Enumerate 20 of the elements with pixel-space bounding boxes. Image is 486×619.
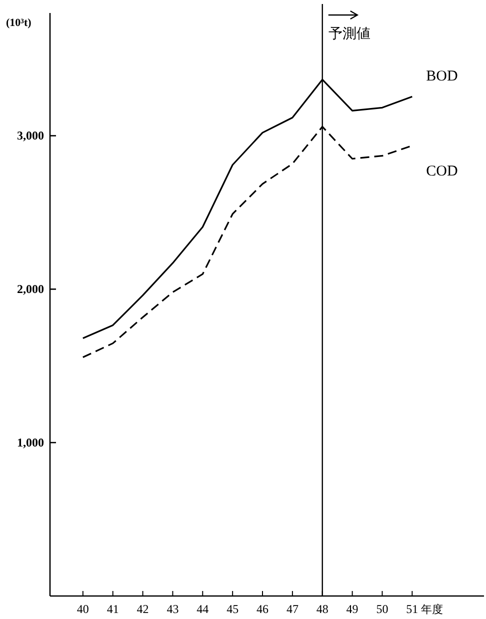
x-tick-label: 42 (136, 602, 149, 616)
series-label: BOD (426, 68, 458, 85)
x-tick-label: 44 (196, 602, 209, 616)
y-tick-label: 3,000 (17, 128, 44, 143)
x-tick-label: 47 (286, 602, 298, 616)
x-tick-label: 46 (256, 602, 269, 616)
y-tick-label: 2,000 (17, 282, 44, 296)
y-axis-title: (10³t) (6, 17, 32, 29)
series-label: COD (426, 164, 458, 180)
x-tick-label: 45 (226, 602, 239, 616)
ref-line-label: 予測値 (328, 26, 370, 42)
x-tick-label: 49 (346, 602, 358, 616)
x-tick-label: 51 (406, 602, 418, 616)
x-tick-label: 41 (106, 602, 119, 616)
x-tick-label: 40 (76, 602, 89, 616)
x-tick-label: 50 (376, 602, 388, 616)
x-axis-title: 年度 (421, 603, 444, 616)
x-tick-label: 48 (316, 602, 328, 616)
x-tick-label: 43 (166, 602, 179, 616)
y-tick-label: 1,000 (17, 436, 44, 450)
